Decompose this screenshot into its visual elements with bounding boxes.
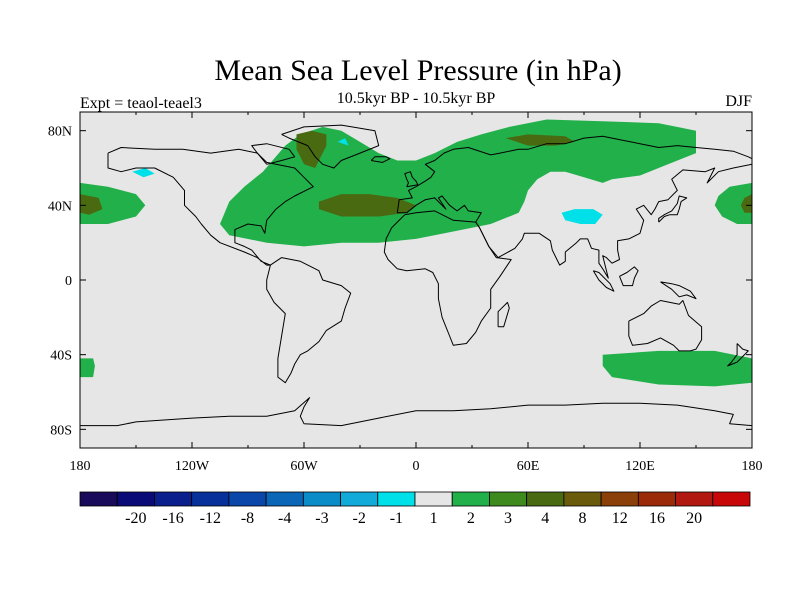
chart-title: Mean Sea Level Pressure (in hPa)	[214, 54, 621, 87]
coastline-africa	[383, 210, 512, 346]
colorbar-swatch	[154, 491, 193, 507]
colorbar-label: 3	[504, 510, 512, 527]
coastline-north-america	[107, 147, 314, 266]
axes: 180 120W 60W 0 60E 120E 180 80N 40N 0 40S 80S	[48, 112, 763, 474]
colorbar-swatch	[526, 491, 565, 507]
x-tick-label: 0	[413, 459, 420, 474]
region-southern-ocean-positive	[602, 350, 752, 387]
y-tick-label: 40N	[48, 199, 72, 214]
colorbar-swatch	[79, 491, 118, 507]
colorbar-swatch	[414, 491, 453, 507]
coastline-great-britain	[404, 171, 419, 188]
colorbar-swatch	[451, 491, 490, 507]
colorbar-label: -8	[241, 510, 254, 527]
coastline-madagascar	[497, 301, 510, 328]
colorbar-swatch	[377, 491, 416, 507]
region-greenland-core	[296, 130, 327, 168]
region-pacific-north-east-positive	[714, 182, 752, 224]
coastline-baffin-island	[251, 143, 296, 165]
colorbar-label: -3	[315, 510, 328, 527]
coastline-sumatra	[592, 270, 615, 292]
colorbar-label: 16	[649, 510, 665, 527]
colorbar: -20 -16 -12 -8 -4 -3 -2 -1 1 2 3 4 8 12 16 20	[79, 491, 751, 527]
colorbar-swatch	[228, 491, 267, 507]
map-area	[79, 111, 753, 449]
x-tick-label: 180	[70, 459, 91, 474]
colorbar-swatch	[340, 491, 379, 507]
colorbar-label: -4	[278, 510, 291, 527]
x-tick-label: 60E	[517, 459, 540, 474]
coastline-new-zealand	[727, 343, 749, 367]
colorbar-label: -20	[125, 510, 146, 527]
coastline-greenland	[281, 124, 380, 169]
y-tick-label: 80N	[48, 125, 72, 140]
colorbar-label: 1	[430, 510, 438, 527]
right-label: DJF	[725, 93, 752, 110]
coastline-japan	[658, 195, 688, 223]
x-tick-label: 180	[742, 459, 763, 474]
colorbar-swatch	[302, 491, 341, 507]
colorbar-label: 20	[686, 510, 702, 527]
x-tick-label: 60W	[290, 459, 318, 474]
anomaly-regions	[80, 119, 752, 387]
center-label: 10.5kyr BP - 10.5kyr BP	[337, 90, 496, 107]
region-siberia-core	[505, 134, 575, 146]
colorbar-swatch	[191, 491, 230, 507]
colorbar-label: -1	[390, 510, 403, 527]
colorbar-label: 12	[612, 510, 628, 527]
coastline-iceland	[370, 156, 391, 163]
colorbar-swatch	[675, 491, 714, 507]
colorbar-swatch	[116, 491, 155, 507]
coastline-borneo	[619, 266, 639, 287]
left-label: Expt = teaol-teael3	[80, 95, 202, 112]
colorbar-swatch	[563, 491, 602, 507]
coastline-antarctica	[80, 397, 752, 427]
region-pacific-west-core	[80, 194, 103, 215]
region-greenland-negative	[337, 138, 349, 146]
colorbar-label: -2	[353, 510, 366, 527]
colorbar-swatch	[637, 491, 676, 507]
x-tick-label: 120E	[625, 459, 655, 474]
x-tick-label: 120W	[175, 459, 210, 474]
colorbar-label: 2	[467, 510, 475, 527]
y-tick-label: 40S	[50, 349, 72, 364]
coastlines	[80, 124, 752, 427]
colorbar-label: 4	[541, 510, 549, 527]
region-alaska-negative	[132, 168, 155, 178]
colorbar-label: -16	[162, 510, 183, 527]
region-pacific-east-core	[740, 194, 752, 213]
colorbar-label: -12	[200, 510, 221, 527]
colorbar-label: 8	[579, 510, 587, 527]
region-tibet-negative	[561, 209, 603, 224]
y-tick-label: 0	[65, 274, 72, 289]
colorbar-swatch	[489, 491, 528, 507]
coastline-south-america	[266, 257, 352, 384]
y-tick-label: 80S	[50, 423, 72, 438]
region-north-atlantic-core	[318, 194, 416, 217]
colorbar-swatch	[600, 491, 639, 507]
coastline-australia	[628, 300, 703, 352]
region-southern-ocean-west-positive	[80, 358, 95, 378]
colorbar-swatch	[265, 491, 304, 507]
region-pacific-north-west-positive	[80, 182, 146, 224]
colorbar-swatch	[712, 491, 751, 507]
coastline-new-guinea	[660, 281, 697, 300]
